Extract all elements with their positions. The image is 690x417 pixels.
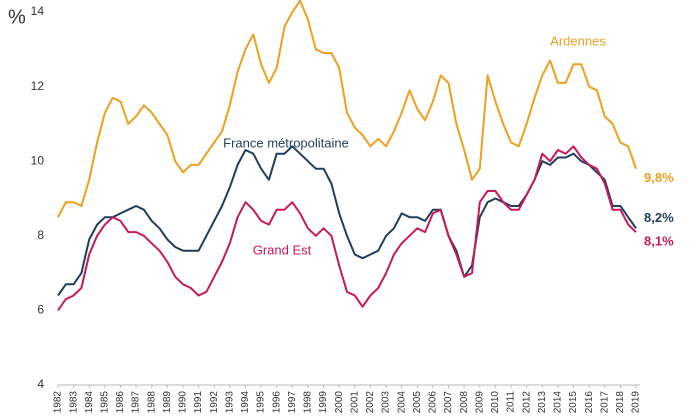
x-tick-label: 1991: [193, 391, 204, 414]
series-line: [57, 145, 637, 311]
x-tick-label: 1990: [178, 391, 189, 414]
series-label: Ardennes: [550, 33, 606, 48]
x-tick-label: 2012: [521, 391, 532, 414]
x-tick-label: 1989: [162, 391, 173, 414]
x-tick-label: 2013: [537, 391, 548, 414]
x-tick-label: 2014: [553, 391, 564, 414]
x-tick-label: 2017: [599, 391, 610, 414]
x-tick-label: 1993: [224, 391, 235, 414]
x-tick-label: 2000: [334, 391, 345, 414]
series-line: [57, 0, 637, 218]
x-tick-label: 1988: [146, 391, 157, 414]
x-tick-label: 2015: [568, 391, 579, 414]
series-label: Grand Est: [253, 242, 312, 257]
x-tick-label: 1983: [68, 391, 79, 414]
end-label: 8,2%: [644, 210, 674, 225]
end-label: 8,1%: [644, 234, 674, 249]
x-tick-label: 1999: [318, 391, 329, 414]
x-tick-label: 1986: [115, 391, 126, 414]
x-tick-label: 2008: [459, 391, 470, 414]
x-tick-label: 1985: [100, 391, 111, 414]
end-label: 9,8%: [644, 170, 674, 185]
x-tick-label: 2003: [381, 391, 392, 414]
x-tick-label: 1982: [53, 391, 64, 414]
x-tick-label: 1998: [303, 391, 314, 414]
x-tick-label: 2002: [365, 391, 376, 414]
x-tick-label: 1997: [287, 391, 298, 414]
x-tick-label: 1994: [240, 391, 251, 414]
x-tick-label: 2011: [506, 391, 517, 413]
x-tick-label: 2018: [615, 391, 626, 414]
x-tick-label: 1984: [84, 391, 95, 414]
x-tick-label: 1987: [131, 391, 142, 414]
y-tick-label: 8: [37, 228, 44, 242]
x-tick-label: 2019: [631, 391, 642, 414]
y-tick-label: 4: [37, 377, 44, 391]
x-tick-label: 2005: [412, 391, 423, 414]
x-tick-label: 2004: [396, 391, 407, 414]
x-tick-label: 2009: [474, 391, 485, 414]
y-axis-label: %: [8, 6, 26, 28]
x-tick-label: 1995: [256, 391, 267, 414]
x-tick-label: 2006: [428, 391, 439, 414]
x-tick-label: 2016: [584, 391, 595, 414]
y-tick-label: 12: [31, 79, 45, 93]
x-tick-label: 1992: [209, 391, 220, 414]
x-tick-label: 2010: [490, 391, 501, 414]
series-label: France métropolitaine: [223, 135, 349, 150]
y-tick-label: 6: [37, 303, 44, 317]
x-tick-label: 2007: [443, 391, 454, 414]
x-tick-label: 2001: [349, 391, 360, 414]
y-tick-label: 14: [31, 4, 45, 18]
y-tick-label: 10: [31, 153, 45, 167]
series-line: [57, 145, 637, 297]
x-tick-label: 1996: [271, 391, 282, 414]
